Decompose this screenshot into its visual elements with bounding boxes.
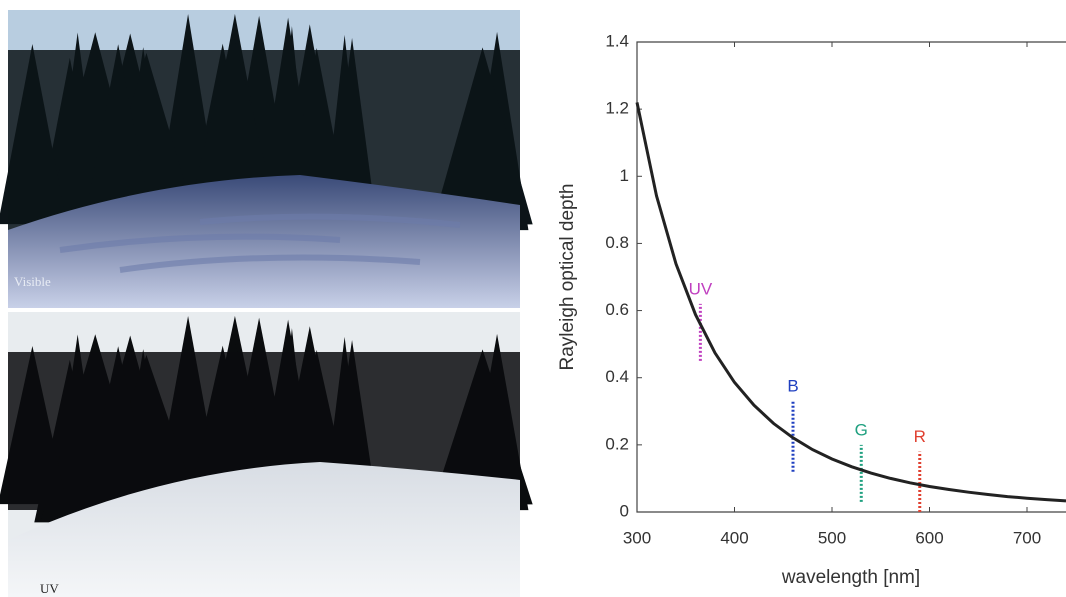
band-label: G (855, 420, 868, 439)
plot-area (637, 42, 1066, 512)
x-tick-label: 500 (818, 528, 846, 547)
x-tick-label: 300 (623, 528, 651, 547)
y-tick-label: 0 (620, 501, 629, 520)
y-tick-label: 1.2 (605, 99, 629, 118)
y-axis-label: Rayleigh optical depth (557, 184, 578, 371)
x-axis-label: wavelength [nm] (781, 567, 920, 588)
curve (635, 102, 1066, 503)
y-tick-label: 1.4 (605, 31, 629, 50)
y-tick-label: 0.2 (605, 434, 629, 453)
photo-uv: UV (0, 312, 533, 597)
x-tick-label: 400 (720, 528, 748, 547)
y-tick-label: 0.8 (605, 233, 629, 252)
x-tick-label: 700 (1013, 528, 1041, 547)
photo-visible: Visible (0, 10, 533, 308)
y-tick-label: 1 (620, 166, 629, 185)
axis-frame (636, 41, 1066, 513)
band-label: B (787, 377, 798, 396)
band-label: UV (689, 279, 713, 298)
band-label: R (914, 427, 926, 446)
photo-label: Visible (14, 274, 51, 289)
photo-label: UV (40, 581, 59, 596)
y-tick-label: 0.6 (605, 300, 629, 319)
x-tick-label: 600 (915, 528, 943, 547)
chart: 0 0.2 0.4 0.6 0.8 1 1.2 1.4 300 400 500 600 700 wavel… (557, 31, 1066, 588)
y-tick-label: 0.4 (605, 367, 629, 386)
